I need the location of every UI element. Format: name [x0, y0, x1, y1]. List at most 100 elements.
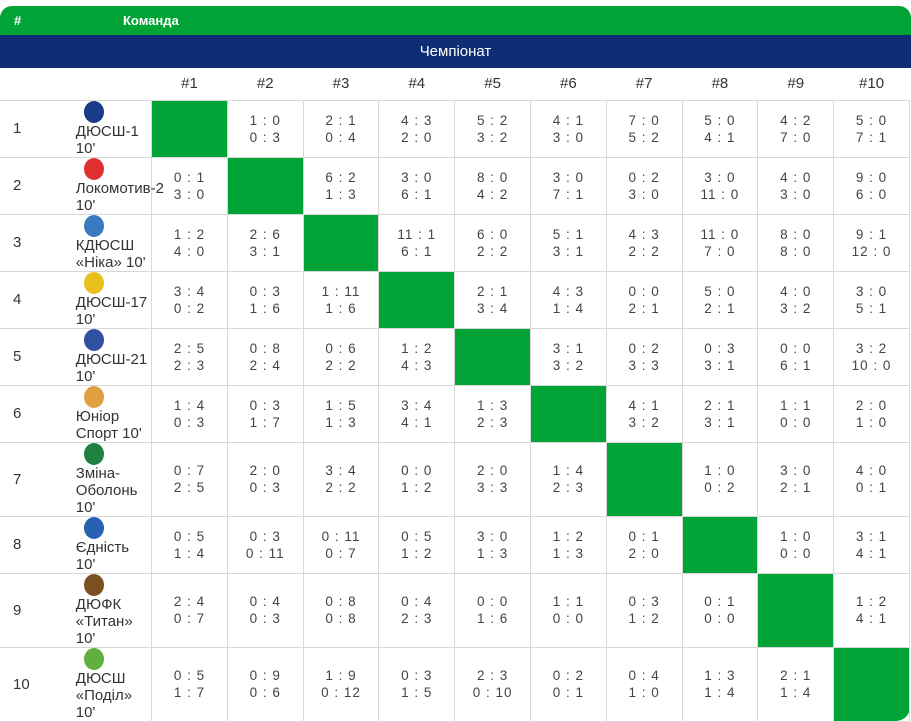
score-second: 2 : 3 [476, 414, 509, 430]
team-logo-icon [83, 328, 104, 351]
score-second: 0 : 0 [552, 611, 584, 626]
position: 8 [0, 515, 76, 574]
score-first: 5 : 1 [552, 226, 584, 242]
score-cell: 3 : 2 10 : 0 [833, 327, 910, 386]
score-second: 4 : 1 [855, 545, 888, 561]
team-name[interactable]: Зміна-Оболонь 10' [75, 464, 138, 516]
score-first: 0 : 11 [321, 528, 361, 544]
team-cell[interactable]: КДЮСШ «Ніка» 10' [75, 213, 153, 272]
score-second: 2 : 1 [704, 300, 736, 316]
column-header: #2 [227, 68, 304, 101]
score-second: 0 : 6 [249, 685, 281, 700]
team-cell[interactable]: ДЮСШ «Поділ» 10' [75, 646, 153, 722]
team-name[interactable]: ДЮСШ-1 10' [75, 122, 139, 157]
score-second: 3 : 4 [476, 300, 509, 316]
score-second: 2 : 3 [552, 480, 584, 495]
score-second: 2 : 4 [249, 357, 281, 373]
score-second: 7 : 0 [704, 243, 736, 259]
team-cell[interactable]: ДЮСШ-17 10' [75, 270, 153, 329]
team-cell[interactable]: ДЮСШ-1 10' [75, 99, 153, 158]
score-second: 2 : 0 [628, 545, 660, 561]
score-second: 2 : 3 [173, 357, 206, 373]
score-first: 4 : 3 [552, 283, 584, 299]
self-match-cell [454, 327, 531, 386]
score-first: 0 : 8 [325, 594, 357, 609]
team-name[interactable]: Локомотив-2 10' [75, 179, 164, 214]
score-second: 1 : 0 [855, 414, 888, 430]
score-first: 0 : 0 [628, 283, 660, 299]
score-second: 2 : 1 [780, 480, 812, 495]
team-name[interactable]: ДЮСШ-17 10' [75, 293, 148, 328]
score-cell: 0 : 3 1 : 2 [605, 572, 683, 648]
score-cell: 1 : 0 0 : 2 [681, 441, 759, 517]
team-name[interactable]: ДЮФК «Титан» 10' [75, 595, 133, 647]
score-first: 1 : 11 [321, 283, 361, 299]
score-first: 7 : 0 [628, 112, 660, 128]
column-header: #4 [378, 68, 455, 101]
team-cell[interactable]: ДЮФК «Титан» 10' [75, 572, 153, 648]
team-name[interactable]: КДЮСШ «Ніка» 10' [75, 236, 146, 271]
score-cell: 0 : 2 0 : 1 [529, 646, 607, 722]
team-name[interactable]: ДЮСШ-21 10' [75, 350, 148, 385]
position: 9 [0, 572, 76, 648]
score-first: 1 : 0 [704, 463, 736, 478]
team-cell[interactable]: ДЮСШ-21 10' [75, 327, 153, 386]
score-second: 3 : 0 [780, 186, 812, 202]
score-second: 2 : 0 [401, 129, 433, 145]
score-first: 3 : 4 [401, 397, 433, 413]
score-second: 2 : 2 [628, 243, 660, 259]
team-cell[interactable]: Локомотив-2 10' [75, 156, 164, 215]
score-second: 0 : 2 [704, 480, 736, 495]
section-title: Чемпіонат [0, 35, 911, 68]
score-second: 1 : 6 [476, 611, 509, 626]
self-match-cell [151, 99, 228, 158]
score-second: 3 : 2 [476, 129, 509, 145]
score-second: 1 : 5 [401, 685, 433, 700]
score-cell: 1 : 3 1 : 4 [681, 646, 759, 722]
score-second: 0 : 7 [173, 611, 206, 626]
position: 6 [0, 384, 76, 443]
score-first: 1 : 0 [249, 112, 281, 128]
score-first: 0 : 2 [552, 668, 584, 683]
score-second: 4 : 3 [401, 357, 433, 373]
team-name[interactable]: Юніор Спорт 10' [75, 407, 142, 442]
score-first: 3 : 0 [552, 169, 584, 185]
score-first: 3 : 1 [552, 340, 584, 356]
score-second: 0 : 7 [325, 545, 357, 561]
score-second: 0 : 0 [780, 414, 812, 430]
score-second: 3 : 1 [704, 357, 736, 373]
team-cell[interactable]: Зміна-Оболонь 10' [75, 441, 153, 517]
team-cell[interactable]: Єдність 10' [75, 515, 153, 574]
score-first: 4 : 0 [780, 283, 812, 299]
score-second: 6 : 1 [401, 243, 433, 259]
score-cell: 2 : 1 1 : 4 [757, 646, 835, 722]
score-cell: 0 : 3 1 : 5 [378, 646, 456, 722]
score-second: 1 : 3 [552, 545, 584, 561]
team-cell[interactable]: Юніор Спорт 10' [75, 384, 153, 443]
team-name[interactable]: Єдність 10' [75, 538, 130, 573]
score-first: 4 : 1 [552, 112, 584, 128]
team-name[interactable]: ДЮСШ «Поділ» 10' [75, 669, 133, 721]
self-match-cell [226, 156, 304, 215]
